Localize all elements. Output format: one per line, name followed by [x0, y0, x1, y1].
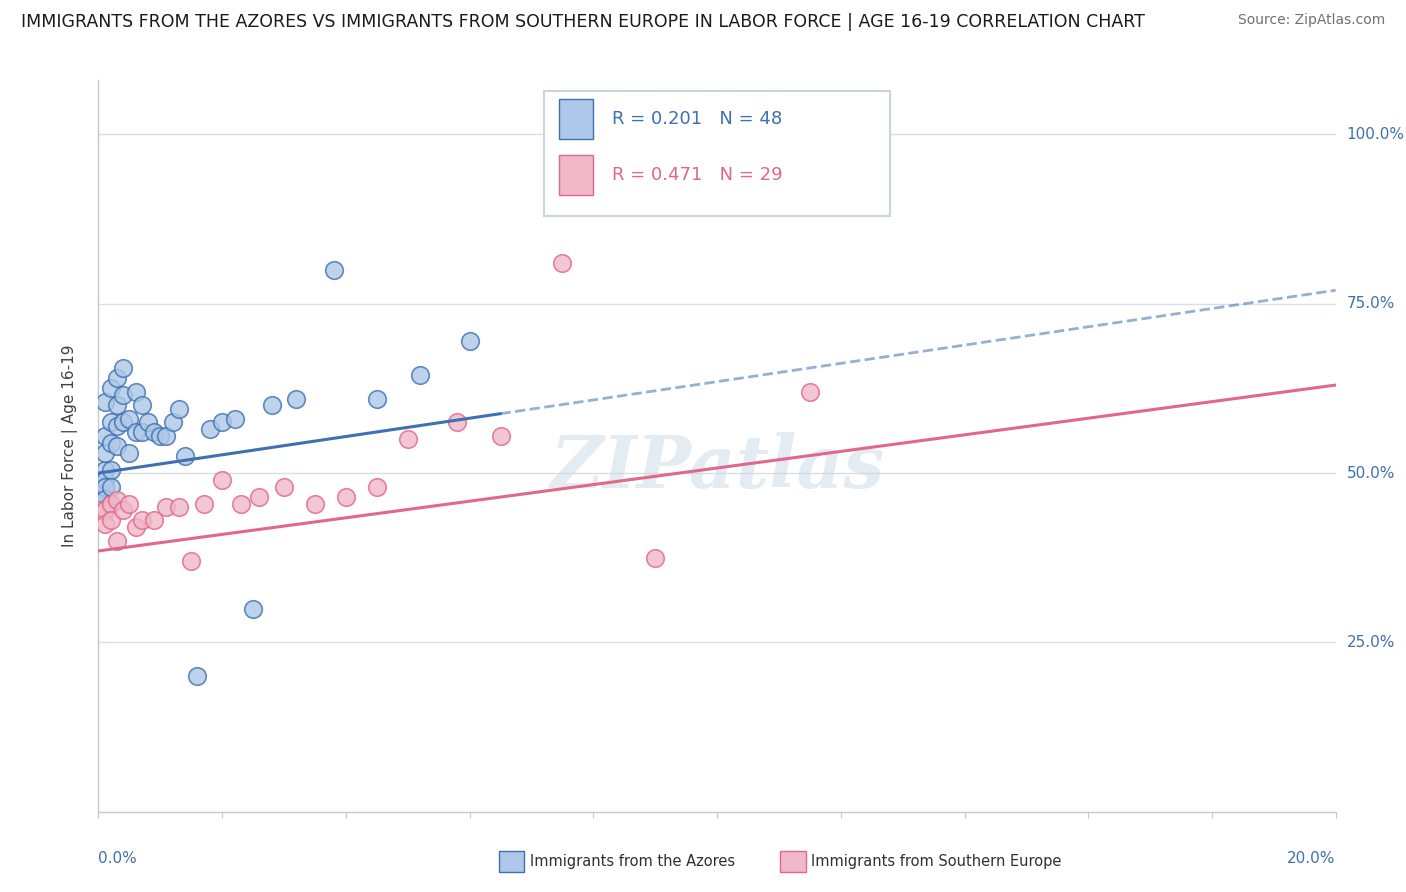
Point — [799, 384, 821, 399]
Point — [100, 497, 122, 511]
Point — [458, 334, 481, 348]
Point — [93, 395, 115, 409]
Point — [93, 463, 115, 477]
Bar — [558, 99, 593, 139]
Point — [409, 368, 432, 382]
Point — [198, 422, 221, 436]
Point — [180, 554, 202, 568]
Text: 20.0%: 20.0% — [1288, 851, 1336, 865]
Text: 25.0%: 25.0% — [1347, 635, 1395, 650]
Point — [118, 446, 141, 460]
Point — [131, 514, 153, 528]
Point — [124, 425, 146, 440]
Point — [446, 415, 468, 429]
Point — [100, 497, 122, 511]
Point — [100, 514, 122, 528]
Point — [174, 449, 197, 463]
Point — [87, 503, 110, 517]
Point — [124, 384, 146, 399]
Point — [273, 480, 295, 494]
Point — [167, 500, 190, 514]
Point — [143, 514, 166, 528]
Point — [304, 497, 326, 511]
Point — [112, 503, 135, 517]
Point — [155, 429, 177, 443]
Point — [87, 497, 110, 511]
Point — [100, 415, 122, 429]
Text: 75.0%: 75.0% — [1347, 296, 1395, 311]
Point — [322, 263, 344, 277]
Point — [93, 503, 115, 517]
Point — [551, 256, 574, 270]
Point — [105, 493, 128, 508]
Bar — [558, 155, 593, 195]
Point — [242, 601, 264, 615]
Point — [285, 392, 308, 406]
Point — [112, 415, 135, 429]
Text: Immigrants from Southern Europe: Immigrants from Southern Europe — [811, 855, 1062, 869]
Point — [105, 533, 128, 548]
Point — [224, 412, 246, 426]
Text: IMMIGRANTS FROM THE AZORES VS IMMIGRANTS FROM SOUTHERN EUROPE IN LABOR FORCE | A: IMMIGRANTS FROM THE AZORES VS IMMIGRANTS… — [21, 13, 1144, 31]
Point — [143, 425, 166, 440]
Point — [366, 392, 388, 406]
Point — [93, 446, 115, 460]
Point — [112, 361, 135, 376]
Point — [100, 480, 122, 494]
Point — [93, 429, 115, 443]
Point — [229, 497, 252, 511]
Text: R = 0.471   N = 29: R = 0.471 N = 29 — [612, 167, 783, 185]
Point — [105, 371, 128, 385]
Text: Immigrants from the Azores: Immigrants from the Azores — [530, 855, 735, 869]
Point — [186, 669, 208, 683]
Point — [124, 520, 146, 534]
Point — [105, 439, 128, 453]
Point — [167, 401, 190, 416]
Point — [489, 429, 512, 443]
Point — [396, 432, 419, 446]
Point — [105, 398, 128, 412]
Point — [112, 388, 135, 402]
Point — [118, 412, 141, 426]
Y-axis label: In Labor Force | Age 16-19: In Labor Force | Age 16-19 — [62, 344, 77, 548]
Point — [193, 497, 215, 511]
Point — [87, 503, 110, 517]
Point — [131, 425, 153, 440]
Point — [93, 503, 115, 517]
Point — [136, 415, 159, 429]
Point — [93, 516, 115, 531]
Point — [93, 491, 115, 506]
Text: R = 0.201   N = 48: R = 0.201 N = 48 — [612, 110, 782, 128]
Text: 50.0%: 50.0% — [1347, 466, 1395, 481]
Point — [247, 490, 270, 504]
Point — [211, 473, 233, 487]
Text: ZIPatlas: ZIPatlas — [550, 433, 884, 503]
Point — [155, 500, 177, 514]
Point — [118, 497, 141, 511]
Point — [149, 429, 172, 443]
Point — [100, 381, 122, 395]
Text: 0.0%: 0.0% — [98, 851, 138, 865]
Point — [260, 398, 283, 412]
Point — [211, 415, 233, 429]
Text: 100.0%: 100.0% — [1347, 127, 1405, 142]
Point — [93, 480, 115, 494]
Point — [100, 463, 122, 477]
Point — [335, 490, 357, 504]
Point — [131, 398, 153, 412]
Point — [87, 486, 110, 500]
Point — [366, 480, 388, 494]
Point — [93, 473, 115, 487]
Text: Source: ZipAtlas.com: Source: ZipAtlas.com — [1237, 13, 1385, 28]
Point — [162, 415, 184, 429]
Point — [100, 435, 122, 450]
Point — [105, 418, 128, 433]
FancyBboxPatch shape — [544, 91, 890, 216]
Point — [644, 550, 666, 565]
